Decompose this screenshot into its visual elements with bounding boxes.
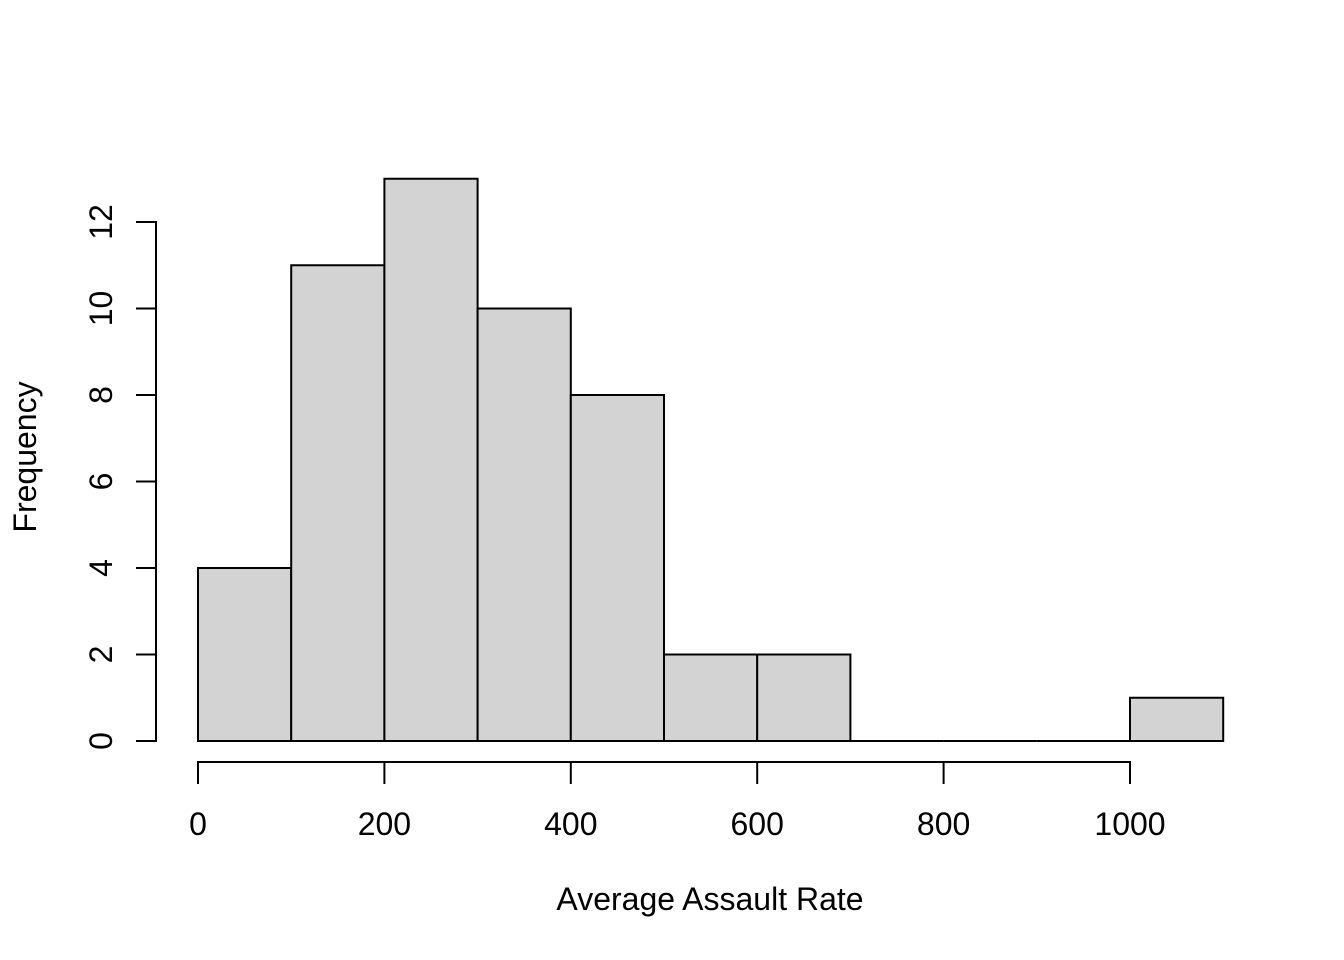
x-tick-label: 600 xyxy=(731,806,784,842)
histogram-bar xyxy=(1129,696,1225,742)
y-axis-title: Frequency xyxy=(7,381,43,532)
histogram-bar xyxy=(663,653,759,742)
x-tick-label: 800 xyxy=(917,806,970,842)
y-axis: 0 2 4 6 8 10 12 xyxy=(83,204,157,750)
histogram-bar xyxy=(476,307,572,742)
x-tick-label: 1000 xyxy=(1094,806,1165,842)
x-tick-label: 200 xyxy=(358,806,411,842)
histogram-bar xyxy=(290,264,386,742)
histogram-bar xyxy=(756,653,852,742)
x-tick-label: 0 xyxy=(189,806,207,842)
y-tick-label: 10 xyxy=(83,291,119,327)
y-tick-label: 4 xyxy=(83,559,119,577)
y-tick-label: 2 xyxy=(83,646,119,664)
x-axis-title: Average Assault Rate xyxy=(556,881,863,917)
y-tick-label: 6 xyxy=(83,473,119,491)
histogram-bar xyxy=(383,177,479,742)
y-tick-label: 8 xyxy=(83,386,119,404)
histogram-bars xyxy=(197,177,1225,742)
x-tick-label: 400 xyxy=(544,806,597,842)
y-tick-label: 0 xyxy=(83,732,119,750)
histogram-bar xyxy=(569,394,665,742)
histogram-bar xyxy=(197,567,293,742)
x-axis: 0 200 400 600 800 1000 xyxy=(189,761,1166,842)
y-tick-label: 12 xyxy=(83,204,119,240)
